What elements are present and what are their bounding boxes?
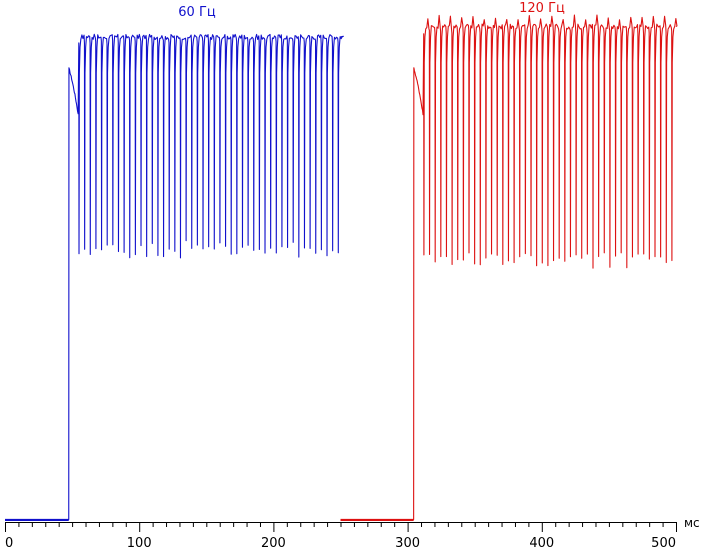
series-line-60hz [5,33,344,521]
x-tick-label: 0 [5,536,13,549]
plot-area [5,14,678,521]
x-tick-label: 300 [395,536,420,549]
x-tick-label: 500 [651,536,676,549]
x-tick-label: 100 [127,536,152,549]
x-tick-label: 400 [529,536,554,549]
x-axis: 0 100 200 300 400 500 [5,522,677,549]
series-label-120hz: 120 Гц [519,1,565,16]
series-line-120hz [340,14,678,521]
series-label-60hz: 60 Гц [178,5,216,20]
x-tick-label: 200 [261,536,286,549]
x-axis-unit: мс [684,516,700,530]
